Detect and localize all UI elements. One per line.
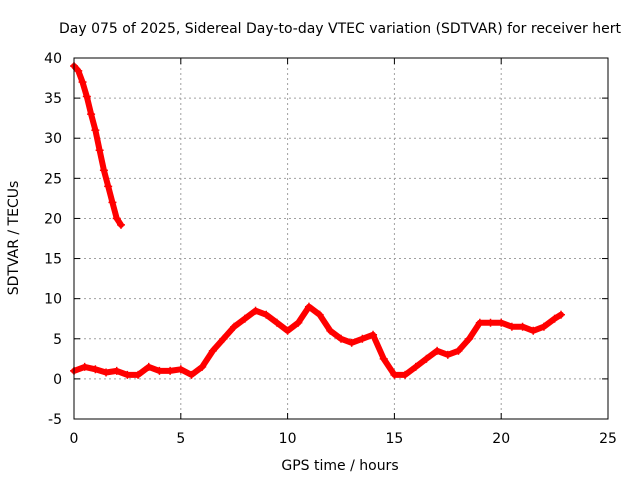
data-point	[433, 346, 442, 355]
data-point	[251, 306, 260, 315]
data-point	[78, 78, 87, 87]
data-point	[99, 166, 108, 175]
data-point	[108, 198, 117, 207]
data-point	[557, 310, 566, 319]
data-point	[422, 354, 431, 363]
data-point	[240, 314, 249, 323]
y-tick-label: 35	[44, 91, 62, 107]
plot-frame	[73, 57, 609, 420]
data-point	[486, 318, 495, 327]
data-point	[283, 326, 292, 335]
data-point	[475, 318, 484, 327]
data-point	[304, 302, 313, 311]
data-point	[401, 370, 410, 379]
x-axis-label: GPS time / hours	[281, 458, 398, 474]
data-point	[176, 365, 185, 374]
data-point	[95, 146, 104, 155]
data-point	[155, 366, 164, 375]
data-point	[369, 330, 378, 339]
grid-layer	[74, 58, 608, 419]
data-point	[337, 334, 345, 343]
data-point	[294, 318, 303, 327]
y-axis-label: SDTVAR / TECUs	[6, 181, 22, 296]
data-point	[315, 310, 324, 319]
data-point	[116, 220, 125, 229]
data-layer	[70, 62, 566, 379]
x-tick-label: 25	[599, 431, 617, 447]
data-point	[443, 350, 452, 359]
data-point	[74, 66, 83, 75]
data-point	[454, 346, 463, 355]
data-point	[272, 318, 281, 327]
series-band	[71, 303, 564, 378]
series-band	[71, 63, 124, 228]
x-tick-label: 10	[279, 431, 297, 447]
chart-title: Day 075 of 2025, Sidereal Day-to-day VTE…	[59, 21, 621, 37]
y-tick-label: 40	[44, 51, 62, 67]
y-tick-label: 25	[44, 171, 62, 187]
data-point	[219, 334, 228, 343]
y-tick-label: 0	[53, 372, 62, 388]
data-point	[550, 314, 559, 323]
data-point	[144, 362, 153, 371]
data-point	[390, 370, 399, 379]
data-point	[497, 318, 506, 327]
data-point	[112, 366, 121, 375]
data-point	[91, 126, 100, 135]
data-point	[230, 322, 239, 331]
y-tick-label: 10	[44, 292, 62, 308]
data-point	[123, 370, 132, 379]
data-point	[518, 322, 527, 331]
data-point	[134, 370, 143, 379]
data-point	[358, 334, 367, 343]
y-tick-label: 30	[44, 131, 62, 147]
data-point	[80, 362, 89, 371]
data-point	[91, 365, 100, 374]
y-tick-label: -5	[48, 412, 62, 428]
data-point	[198, 362, 207, 371]
y-tick-label: 15	[44, 252, 62, 268]
data-point	[87, 110, 96, 119]
data-point	[507, 322, 516, 331]
data-point	[326, 326, 335, 335]
data-point	[539, 322, 548, 331]
data-point	[411, 362, 420, 371]
x-tick-label: 0	[70, 431, 79, 447]
data-point	[104, 182, 113, 191]
x-tick-label: 20	[492, 431, 510, 447]
data-point	[347, 338, 356, 347]
data-point	[102, 368, 111, 377]
data-point	[208, 346, 217, 355]
data-point	[465, 334, 474, 343]
data-point	[187, 370, 196, 379]
y-tick-label: 5	[53, 332, 62, 348]
y-tick-label: 20	[44, 211, 62, 227]
data-point	[112, 214, 121, 223]
data-point	[529, 326, 538, 335]
x-tick-label: 15	[385, 431, 403, 447]
data-point	[262, 310, 271, 319]
data-point	[82, 92, 91, 101]
data-point	[166, 366, 175, 375]
x-tick-label: 5	[176, 431, 185, 447]
ticks-layer: 0 5 10 15 20 25 -5 0 5 10 15 20 25 30 35 40	[44, 51, 617, 447]
data-point	[379, 354, 388, 363]
